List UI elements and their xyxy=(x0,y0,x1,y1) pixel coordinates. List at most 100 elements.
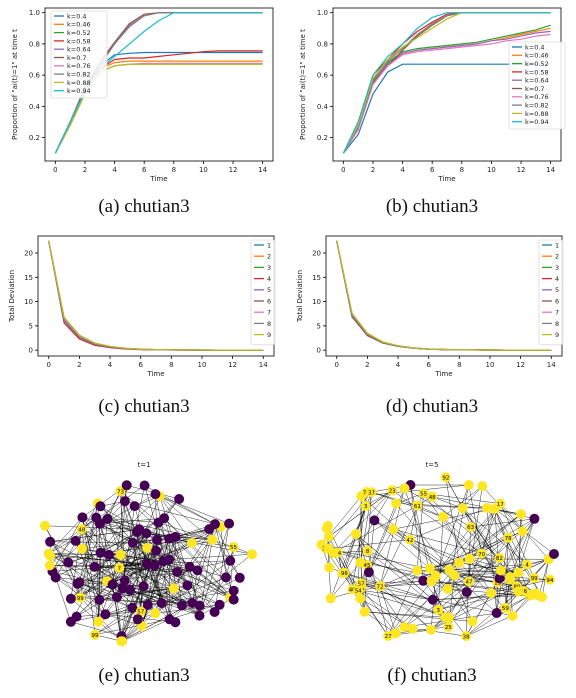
legend-label: k=0.76 xyxy=(525,93,549,101)
edge xyxy=(447,537,509,590)
y-tick-label: 15 xyxy=(24,274,33,282)
y-tick-label: 20 xyxy=(24,250,33,258)
node xyxy=(418,488,429,499)
edge xyxy=(100,496,160,553)
node xyxy=(390,628,401,639)
edge xyxy=(100,518,165,554)
node xyxy=(90,629,100,640)
series-line-1 xyxy=(48,240,264,351)
node-label: 47 xyxy=(466,580,473,586)
edge xyxy=(518,518,535,573)
node xyxy=(549,549,559,559)
node xyxy=(461,631,472,642)
node xyxy=(76,524,87,535)
node xyxy=(443,621,454,632)
caption-c: (c) chutian3 xyxy=(98,396,190,417)
node xyxy=(75,592,86,603)
node xyxy=(95,501,106,512)
legend-label: 7 xyxy=(267,309,271,317)
node xyxy=(513,586,524,597)
node-label: 45 xyxy=(364,563,371,569)
node xyxy=(464,576,474,587)
node xyxy=(482,502,492,513)
node xyxy=(187,598,198,608)
node xyxy=(164,533,175,544)
x-tick-label: 14 xyxy=(259,361,268,369)
node xyxy=(125,584,136,595)
caption-b: (b) chutian3 xyxy=(385,196,479,217)
edge xyxy=(48,553,118,598)
edge xyxy=(396,503,455,576)
legend-label: k=0.82 xyxy=(67,71,91,79)
edge xyxy=(333,490,393,554)
legend-label: k=0.82 xyxy=(525,102,549,110)
edge xyxy=(330,505,366,599)
legend-label: 5 xyxy=(555,286,559,294)
node xyxy=(172,567,183,577)
node-label: 13 xyxy=(494,580,501,586)
node xyxy=(186,537,197,548)
node xyxy=(433,604,444,615)
node xyxy=(94,594,105,605)
node xyxy=(91,512,102,523)
x-axis-label: Time xyxy=(146,370,164,378)
node xyxy=(500,602,511,613)
node-label: 7 xyxy=(118,566,122,572)
x-tick-label: 10 xyxy=(487,166,496,174)
legend-label: k=0.4 xyxy=(525,43,545,51)
node xyxy=(426,576,437,587)
node-label: 82 xyxy=(496,556,503,562)
x-tick-label: 6 xyxy=(426,361,431,369)
node-label: 4 xyxy=(525,563,529,569)
edge xyxy=(404,581,470,628)
node xyxy=(427,594,438,605)
node xyxy=(132,614,143,625)
edge xyxy=(364,611,473,622)
node xyxy=(529,573,540,583)
node xyxy=(228,594,239,605)
edge xyxy=(155,494,158,540)
node-label: 73 xyxy=(117,489,124,495)
x-tick-label: 14 xyxy=(546,166,555,174)
edge xyxy=(361,484,469,497)
node xyxy=(383,631,394,641)
edge xyxy=(395,626,449,634)
node xyxy=(114,562,125,573)
edge xyxy=(163,518,227,578)
node xyxy=(529,513,540,524)
node xyxy=(156,598,167,609)
y-tick-label: 10 xyxy=(24,298,33,306)
x-tick-label: 6 xyxy=(430,166,435,174)
edge xyxy=(79,582,117,598)
edge xyxy=(161,590,234,604)
node xyxy=(407,623,418,634)
chart-d: 0 2 4 6 8 10 12 14 0 5 10 15 20 Time Total Deviation 1 2… xyxy=(288,228,576,388)
edge xyxy=(155,494,170,560)
y-tick-label: 0.2 xyxy=(29,134,40,142)
edge xyxy=(374,520,460,563)
edge xyxy=(432,496,522,515)
x-axis-label: Time xyxy=(434,370,452,378)
node xyxy=(77,512,88,523)
legend-label: 3 xyxy=(555,264,559,272)
edge xyxy=(379,570,418,587)
node xyxy=(104,549,114,560)
legend-label: 5 xyxy=(267,286,271,294)
node-label: 25 xyxy=(445,625,452,631)
node xyxy=(353,585,364,596)
node xyxy=(40,520,50,531)
node xyxy=(174,494,185,504)
node xyxy=(355,593,366,604)
node xyxy=(119,575,130,586)
edge xyxy=(214,523,240,578)
series-line-k=0.94 xyxy=(342,12,551,154)
edge xyxy=(344,520,375,574)
node xyxy=(391,498,402,509)
edge xyxy=(368,529,394,573)
node xyxy=(363,567,374,578)
series-line-9 xyxy=(48,240,264,351)
node xyxy=(362,545,373,556)
edge xyxy=(122,506,135,589)
node xyxy=(404,534,415,545)
